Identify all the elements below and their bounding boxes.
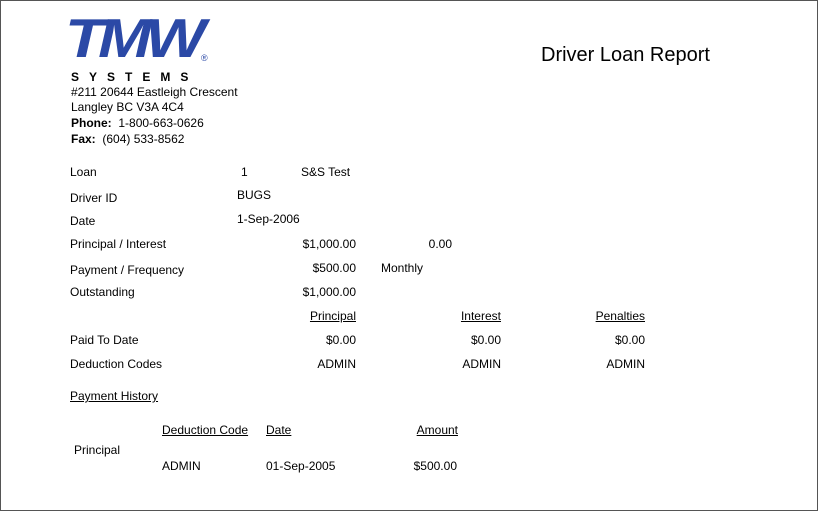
driver-label: Driver ID	[70, 191, 118, 205]
payment-amount: $500.00	[312, 261, 356, 275]
col-penalties: Penalties	[595, 309, 645, 323]
address-line2: Langley BC V3A 4C4	[71, 100, 184, 114]
paid-penalties: $0.00	[614, 333, 645, 347]
principal-interest-label: Principal / Interest	[70, 237, 167, 251]
hist-row-amount: $500.00	[413, 459, 457, 473]
phone-label: Phone:	[71, 116, 112, 130]
deduction-principal: ADMIN	[317, 357, 356, 371]
tmw-logo: TMW	[65, 7, 206, 70]
hist-col-date: Date	[266, 423, 292, 437]
payment-history-title: Payment History	[70, 389, 159, 403]
deduction-penalties: ADMIN	[606, 357, 645, 371]
col-principal: Principal	[309, 309, 356, 323]
principal-amount: $1,000.00	[302, 237, 356, 251]
hist-col-code: Deduction Code	[162, 423, 249, 437]
payment-frequency-label: Payment / Frequency	[70, 263, 185, 277]
paid-interest: $0.00	[470, 333, 501, 347]
hist-row-code: ADMIN	[162, 459, 201, 473]
address-line1: #211 20644 Eastleigh Crescent	[71, 85, 238, 99]
deduction-codes-label: Deduction Codes	[70, 357, 163, 371]
logo-systems: SYSTEMS	[71, 70, 199, 84]
hist-group-label: Principal	[74, 443, 121, 457]
outstanding-value: $1,000.00	[302, 285, 356, 299]
date-label: Date	[70, 214, 96, 228]
report-title: Driver Loan Report	[541, 44, 710, 66]
hist-col-amount: Amount	[416, 423, 458, 437]
hist-row-date: 01-Sep-2005	[266, 459, 336, 473]
loan-name: S&S Test	[301, 165, 351, 179]
date-value: 1-Sep-2006	[237, 212, 300, 226]
registered-mark: ®	[201, 53, 208, 63]
phone: Phone: 1-800-663-0626	[71, 116, 204, 130]
deduction-interest: ADMIN	[462, 357, 501, 371]
fax: Fax: (604) 533-8562	[71, 132, 184, 146]
col-interest: Interest	[460, 309, 501, 323]
driver-id: BUGS	[237, 188, 272, 202]
loan-label: Loan	[70, 165, 97, 179]
paid-principal: $0.00	[325, 333, 356, 347]
fax-label: Fax:	[71, 132, 96, 146]
frequency: Monthly	[381, 261, 424, 275]
paid-to-date-label: Paid To Date	[70, 333, 139, 347]
outstanding-label: Outstanding	[70, 285, 135, 299]
phone-value: 1-800-663-0626	[118, 116, 204, 130]
fax-value: (604) 533-8562	[102, 132, 185, 146]
loan-number: 1	[241, 165, 248, 179]
interest-rate: 0.00	[428, 237, 452, 251]
